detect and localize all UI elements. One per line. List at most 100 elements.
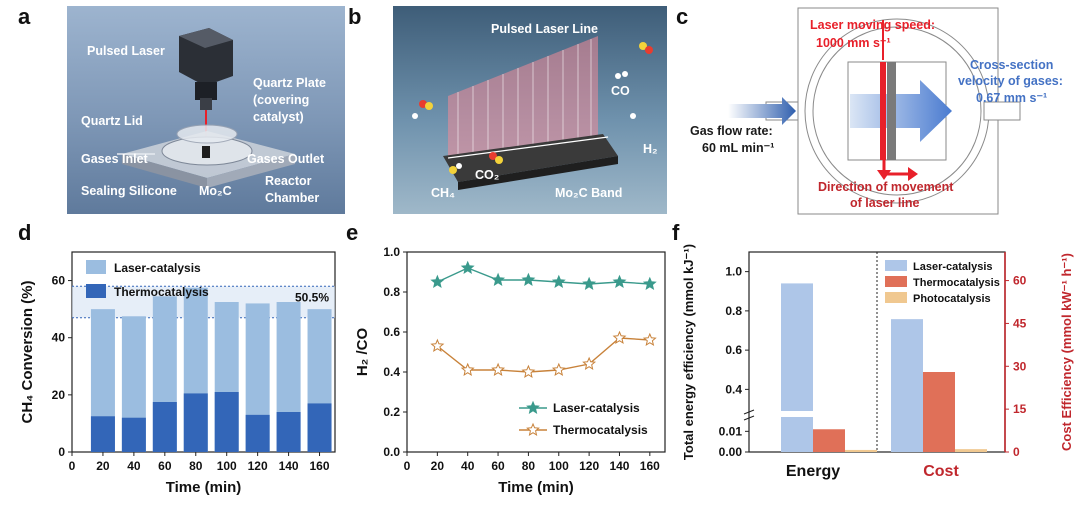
legend-label-2: Photocatalysis <box>913 293 991 305</box>
x-tick-label: 0 <box>404 459 411 473</box>
label-pulsed-laser-line: Pulsed Laser Line <box>491 22 598 36</box>
point-0-80 <box>521 272 536 286</box>
legend-label-thermo: Thermocatalysis <box>114 285 209 299</box>
y-tick-label: 0.4 <box>383 365 400 379</box>
label-cross-1: Cross-section <box>970 58 1054 72</box>
label-direction-1: Direction of movement <box>818 180 954 194</box>
point-1-40 <box>460 362 475 376</box>
point-1-20 <box>430 338 445 352</box>
chart-e-h2co-ratio: 0 20 40 60 80 100 120 140 160 0.0 0.2 0.4 0.6 0.8 1.0 T… <box>354 245 666 496</box>
bar-thermo-80 <box>183 393 208 452</box>
x-tick-label: 20 <box>96 459 110 473</box>
legend-swatch-0 <box>885 260 907 271</box>
bar-thermo-140 <box>276 412 301 452</box>
legend-label-1: Thermocatalysis <box>913 277 1000 289</box>
reactor-drawing <box>117 28 295 188</box>
annotation-label: 50.5% <box>295 290 329 304</box>
y-tick-label: 0.0 <box>383 445 400 459</box>
y-tick-label: 40 <box>52 331 66 345</box>
label-cross-3: 0.67 mm s⁻¹ <box>976 91 1048 105</box>
right-tick-label: 45 <box>1013 316 1027 330</box>
panel-c-illustration: Laser moving speed: 1000 mm s⁻¹ Cross-se… <box>684 4 1080 216</box>
left-tick-label: 1.0 <box>725 265 742 279</box>
point-0-20 <box>430 274 445 288</box>
bar-energy-photo <box>845 449 877 452</box>
point-1-140 <box>612 330 627 344</box>
x-tick-label: 0 <box>69 459 76 473</box>
label-ch4: CH₄ <box>431 186 456 200</box>
point-1-100 <box>551 362 566 376</box>
label-laser-speed-1: Laser moving speed: <box>810 18 936 32</box>
label-mo2c-band: Mo₂C Band <box>555 186 623 200</box>
bar-cost-0 <box>891 319 923 452</box>
left-tick-label: 0.4 <box>725 382 742 396</box>
bar-thermo-60 <box>152 402 177 452</box>
bar-thermo-20 <box>90 416 115 452</box>
bar-cost-1 <box>923 372 955 452</box>
legend-swatch-laser <box>86 260 106 274</box>
category-label-cost: Cost <box>923 463 959 480</box>
x-tick-label: 140 <box>279 459 299 473</box>
label-chamber: Chamber <box>265 191 320 205</box>
label-gases-outlet: Gases Outlet <box>247 152 325 166</box>
left-tick-label: 0.6 <box>725 343 742 357</box>
label-co: CO <box>611 84 630 98</box>
label-gas-flow-1: Gas flow rate: <box>690 124 773 138</box>
left-axis-label: Total energy efficiency (mmol kJ⁻¹) <box>681 244 696 460</box>
bar-thermo-160 <box>307 403 332 452</box>
bar-thermo-100 <box>214 392 239 452</box>
point-0-120 <box>582 276 597 290</box>
point-0-40 <box>460 260 475 274</box>
x-tick-label: 80 <box>522 459 536 473</box>
chart-f-efficiency: 0.4 0.6 0.8 1.0 0.00 0.01 0 15 30 45 60 Energy Cost T… <box>681 244 1074 480</box>
series-line-1 <box>436 337 650 373</box>
x-axis-label: Time (min) <box>498 479 574 496</box>
x-tick-label: 40 <box>461 459 475 473</box>
x-tick-label: 140 <box>609 459 629 473</box>
label-quartz-plate: Quartz Plate <box>253 76 326 90</box>
bar-energy-thermo <box>813 429 845 452</box>
category-label-energy: Energy <box>786 463 840 480</box>
label-reactor: Reactor <box>265 174 312 188</box>
x-tick-label: 120 <box>579 459 599 473</box>
legend-marker-laser <box>526 400 540 414</box>
x-tick-label: 60 <box>491 459 505 473</box>
right-tick-label: 0 <box>1013 445 1020 459</box>
legend-label-0: Laser-catalysis <box>913 261 993 273</box>
label-gas-flow-2: 60 mL min⁻¹ <box>702 141 775 155</box>
x-tick-label: 120 <box>248 459 268 473</box>
point-1-160 <box>642 332 657 346</box>
label-pulsed-laser: Pulsed Laser <box>87 44 165 58</box>
chart-d-conversion: 0 20 40 60 80 100 120 140 160 0 20 40 60 Time (min) CH… <box>19 251 336 496</box>
right-tick-label: 30 <box>1013 359 1027 373</box>
y-tick-label: 60 <box>52 274 66 288</box>
right-tick-label: 15 <box>1013 402 1027 416</box>
point-1-120 <box>582 356 597 370</box>
bar-break-gap <box>777 411 817 417</box>
label-direction-2: of laser line <box>850 196 920 210</box>
x-tick-label: 20 <box>431 459 445 473</box>
label-laser-speed-2: 1000 mm s⁻¹ <box>816 36 891 50</box>
x-tick-label: 60 <box>158 459 172 473</box>
y-axis-label: H₂ /CO <box>354 328 371 377</box>
point-1-60 <box>491 362 506 376</box>
y-tick-label: 0.6 <box>383 325 400 339</box>
series-line-0 <box>437 267 650 285</box>
x-tick-label: 160 <box>640 459 660 473</box>
x-tick-label: 100 <box>549 459 569 473</box>
y-tick-label: 1.0 <box>383 245 400 259</box>
point-0-140 <box>612 274 627 288</box>
left-tick-label: 0.00 <box>719 445 743 459</box>
label-co2: CO₂ <box>475 168 500 182</box>
legend-label-thermo: Thermocatalysis <box>553 423 648 437</box>
label-mo2c: Mo₂C <box>199 184 232 198</box>
laser-line-drawing <box>412 36 653 190</box>
axis-break-mark <box>743 415 755 421</box>
y-tick-label: 0.8 <box>383 285 400 299</box>
panel-letter-f: f <box>672 220 680 245</box>
point-0-160 <box>642 276 657 290</box>
x-axis-label: Time (min) <box>166 479 242 496</box>
panel-letter-a: a <box>18 4 31 29</box>
panel-letter-b: b <box>348 4 362 29</box>
axis-break-mark <box>743 409 755 415</box>
